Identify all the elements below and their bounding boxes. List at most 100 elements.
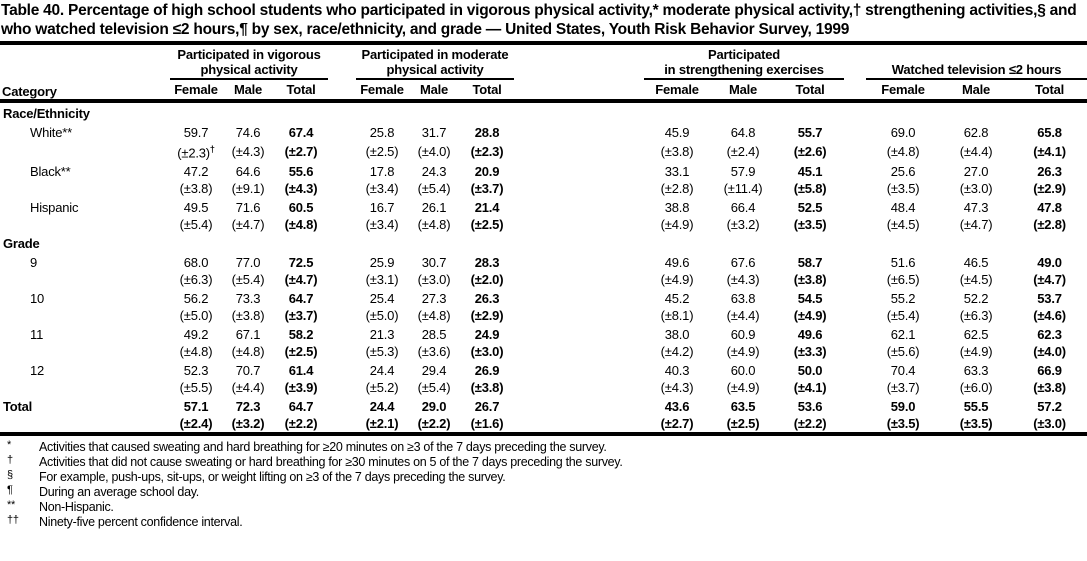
data-row-values: Hispanic 49.5 71.6 60.5 16.7 26.1 21.4 38.8 66.4… <box>0 197 1087 216</box>
subcolumn-header-female: Female <box>170 79 222 103</box>
group-gap <box>844 79 867 103</box>
group-gap <box>844 379 866 396</box>
footnote-text: Ninety-five percent confidence interval. <box>39 515 243 530</box>
row-label: 11 <box>30 327 44 343</box>
footnote-text: Activities that caused sweating and hard… <box>39 440 607 455</box>
ci-cell: (±6.3) <box>959 308 993 324</box>
value-cell: 48.4 <box>890 200 916 216</box>
ci-cell: (±2.6) <box>793 143 827 159</box>
value-cell: 74.6 <box>235 125 261 140</box>
value-cell: 55.7 <box>797 125 823 140</box>
ci-cell: (±4.9) <box>959 344 993 360</box>
row-label-spacer <box>0 307 170 324</box>
group-gap <box>844 396 866 415</box>
group-gap <box>844 180 866 197</box>
value-cell: 28.5 <box>421 327 447 343</box>
group-gap <box>844 324 866 343</box>
group-header-line: physical activity <box>200 62 298 77</box>
ci-cell: (±4.9) <box>793 308 827 324</box>
table-title: Table 40. Percentage of high school stud… <box>1 2 1077 38</box>
ci-cell: (±2.2) <box>793 416 827 432</box>
value-cell: 62.3 <box>1037 327 1062 343</box>
value-cell: 69.0 <box>890 125 916 140</box>
value-cell: 25.9 <box>369 255 395 271</box>
value-cell: 63.8 <box>730 291 756 307</box>
group-gap <box>514 288 644 307</box>
footnote: § For example, push-ups, sit-ups, or wei… <box>3 469 1085 485</box>
footnote-marker: § <box>7 469 13 482</box>
ci-cell: (±3.4) <box>365 181 399 197</box>
value-cell: 60.0 <box>730 363 756 379</box>
data-row-values: 9 68.0 77.0 72.5 25.9 30.7 28.3 49.6 67.6 58.7 51.… <box>0 252 1087 271</box>
ci-cell: (±2.8) <box>1033 217 1066 233</box>
group-gap <box>328 379 356 396</box>
value-cell: 68.0 <box>183 255 209 271</box>
group-gap <box>514 415 644 434</box>
ci-cell: (±2.5) <box>470 217 504 233</box>
ci-cell: (±2.5) <box>726 416 760 432</box>
group-gap <box>328 252 356 271</box>
table-body: Race/Ethnicity White** 59.7 74.6 67.4 25.8 31.… <box>0 101 1087 434</box>
data-row-values: 12 52.3 70.7 61.4 24.4 29.4 26.9 40.3 60.0 50.0 70… <box>0 360 1087 379</box>
group-gap <box>514 271 644 288</box>
value-cell: 17.8 <box>369 164 395 180</box>
value-cell: 62.1 <box>890 327 916 343</box>
group-gap <box>844 197 866 216</box>
value-cell: 64.7 <box>288 291 314 307</box>
footnote: * Activities that caused sweating and ha… <box>3 439 1085 455</box>
ci-cell: (±2.9) <box>470 308 504 324</box>
footnote: † Activities that did not cause sweating… <box>3 454 1085 470</box>
ci-cell: (±4.8) <box>886 143 920 159</box>
value-cell: 64.6 <box>235 164 261 180</box>
subcolumn-header-total: Total <box>460 79 515 103</box>
value-cell: 67.1 <box>235 327 261 343</box>
ci-cell: (±3.6) <box>417 344 451 360</box>
value-cell: 21.4 <box>474 200 500 216</box>
footnotes: * Activities that caused sweating and ha… <box>0 436 1087 530</box>
value-cell: 55.5 <box>963 399 989 415</box>
group-gap <box>844 415 866 434</box>
group-gap <box>328 324 356 343</box>
value-cell: 51.6 <box>890 255 916 271</box>
ci-cell: (±4.2) <box>660 344 694 360</box>
value-cell: 60.5 <box>288 200 314 216</box>
group-gap <box>514 47 644 79</box>
value-cell: 64.7 <box>288 399 314 415</box>
data-row-ci: (±5.5) (±4.4) (±3.9) (±5.2) (±5.4) (±3.8) (±4.… <box>0 379 1087 396</box>
ci-cell: (±2.3)† <box>177 144 215 161</box>
value-cell: 59.0 <box>890 399 916 415</box>
value-cell: 58.7 <box>797 255 823 271</box>
ci-cell: (±5.2) <box>365 380 399 396</box>
data-row-ci: (±5.4) (±4.7) (±4.8) (±3.4) (±4.8) (±2.5) (±4.… <box>0 216 1087 233</box>
row-label: 10 <box>30 291 45 307</box>
ci-cell: (±6.3) <box>179 272 213 288</box>
ci-cell: (±2.3) <box>470 143 504 159</box>
ci-cell: (±4.0) <box>417 143 451 159</box>
group-gap <box>844 360 866 379</box>
ci-cell: (±3.2) <box>726 217 760 233</box>
ci-cell: (±5.5) <box>179 380 213 396</box>
value-cell: 60.9 <box>730 327 756 343</box>
ci-cell: (±4.4) <box>231 380 265 396</box>
value-cell: 52.2 <box>963 291 989 307</box>
value-cell: 72.3 <box>235 399 261 415</box>
value-cell: 26.9 <box>474 363 500 379</box>
value-cell: 65.8 <box>1037 125 1062 140</box>
row-label: 9 <box>30 255 38 271</box>
group-header-row: Participated in vigorous physical activi… <box>0 47 1087 80</box>
value-cell: 31.7 <box>421 125 447 140</box>
group-gap <box>328 271 356 288</box>
value-cell: 28.3 <box>474 255 500 271</box>
value-cell: 63.5 <box>730 399 756 415</box>
group-gap <box>514 343 644 360</box>
ci-cell: (±4.8) <box>417 217 451 233</box>
value-cell: 55.6 <box>288 164 314 180</box>
value-cell: 26.3 <box>474 291 500 307</box>
value-cell: 20.9 <box>474 164 500 180</box>
subcolumn-header-row: Category Female Male Total Female Male T… <box>0 79 1087 103</box>
ci-cell: (±3.4) <box>365 217 399 233</box>
subcolumn-header-female: Female <box>644 79 711 103</box>
section-label: Race/Ethnicity <box>3 106 90 121</box>
group-gap <box>844 307 866 324</box>
